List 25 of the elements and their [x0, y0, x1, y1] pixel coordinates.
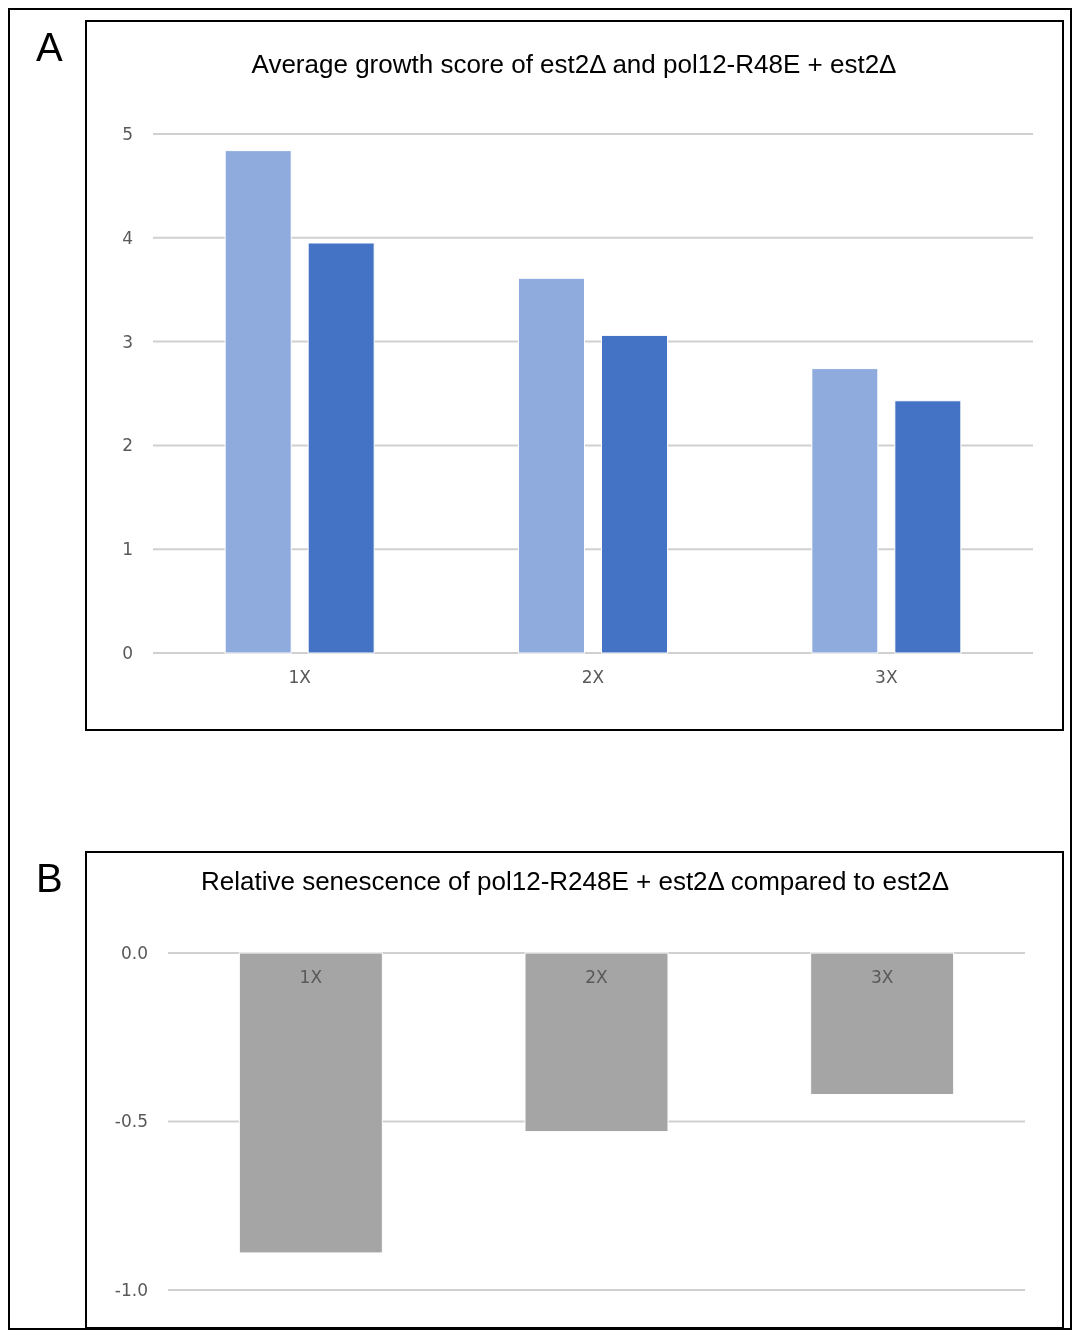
x-tick-label: 1X	[288, 667, 312, 687]
bar	[307, 242, 375, 654]
bar	[601, 334, 668, 654]
bar	[224, 150, 292, 654]
y-tick-label: 3	[122, 331, 133, 352]
x-tick-label: 2X	[581, 667, 605, 687]
y-tick-label: 5	[122, 123, 133, 144]
x-tick-label: 2X	[585, 967, 609, 987]
y-tick-label: -0.5	[114, 1111, 148, 1132]
y-tick-label: 1	[122, 539, 133, 560]
bar	[518, 277, 585, 654]
y-tick-label: 0	[122, 642, 133, 663]
chart-title: Relative senescence of pol12-R248E + est2Δ compared to est2Δ	[200, 866, 950, 896]
x-tick-label: 3X	[870, 967, 894, 987]
text: B	[36, 856, 63, 900]
x-tick-label: 1X	[299, 967, 323, 987]
bar	[811, 368, 879, 654]
y-tick-label: 4	[122, 227, 133, 248]
y-tick-label: -1.0	[114, 1279, 148, 1300]
chart-title: Average growth score of est2Δ and pol12-R48E + est2Δ	[251, 49, 897, 79]
x-tick-label: 3X	[875, 667, 898, 687]
text: A	[36, 25, 63, 69]
y-tick-label: 2	[122, 435, 133, 456]
bar	[894, 400, 962, 654]
y-tick-label: 0.0	[120, 942, 148, 963]
